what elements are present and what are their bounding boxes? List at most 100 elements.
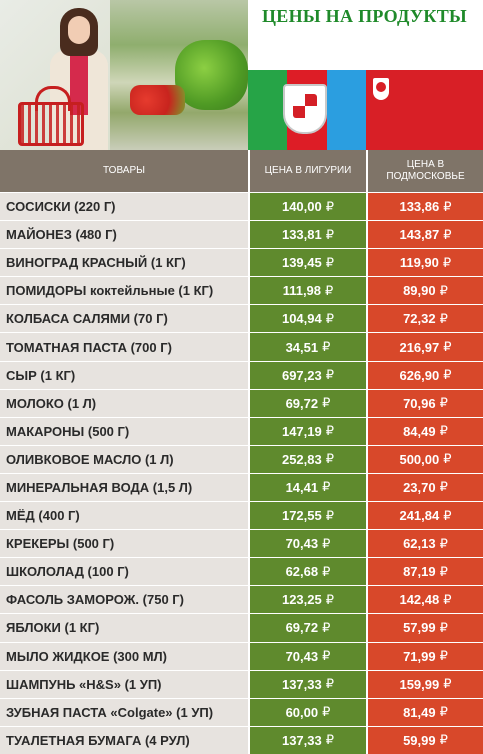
price-moscow-region: 84,49 xyxy=(403,423,436,439)
product-name: МАЙОНЕЗ (480 Г) xyxy=(0,221,248,249)
price-liguria-cell: 104,94 ₽ xyxy=(248,305,366,333)
table-row: КОЛБАСА САЛЯМИ (70 Г) 104,94 ₽72,32 ₽ xyxy=(0,304,483,333)
price-liguria: 70,43 xyxy=(285,648,319,664)
price-moscow-region-cell: 159,99 ₽ xyxy=(366,670,483,698)
price-liguria-cell: 147,19 ₽ xyxy=(248,417,366,445)
price-moscow-region-cell: 71,99 ₽ xyxy=(366,642,483,670)
table-row: МЁД (400 Г) 172,55 ₽241,84 ₽ xyxy=(0,501,483,530)
price-liguria-cell: 69,72 ₽ xyxy=(248,614,366,642)
product-name: МИНЕРАЛЬНАЯ ВОДА (1,5 Л) xyxy=(0,473,248,502)
table-row: ЗУБНАЯ ПАСТА «Colgate» (1 УП) 60,00 ₽81,49… xyxy=(0,697,483,726)
currency-sign: ₽ xyxy=(322,704,331,720)
price-liguria-cell: 60,00 ₽ xyxy=(248,698,366,726)
table-row: ОЛИВКОВОЕ МАСЛО (1 Л) 252,83 ₽500,00 ₽ xyxy=(0,444,483,473)
price-liguria: 60,00 xyxy=(285,704,319,720)
price-moscow-region: 216,97 xyxy=(399,339,440,355)
price-liguria: 252,83 xyxy=(281,451,322,467)
product-name: ШКОЛОЛАД (100 Г) xyxy=(0,558,248,586)
price-liguria: 69,72 xyxy=(285,620,319,636)
table-row: ПОМИДОРЫ коктейльные (1 КГ) 111,98 ₽89,90 ₽ xyxy=(0,276,483,305)
currency-sign: ₽ xyxy=(439,423,448,439)
product-name: КРЕКЕРЫ (500 Г) xyxy=(0,530,248,558)
product-name: МЫЛО ЖИДКОЕ (300 МЛ) xyxy=(0,642,248,670)
table-row: МОЛОКО (1 Л) 69,72 ₽70,96 ₽ xyxy=(0,388,483,417)
currency-sign: ₽ xyxy=(439,732,448,748)
price-moscow-region: 72,32 xyxy=(403,311,436,327)
price-moscow-region: 89,90 xyxy=(403,283,436,299)
price-moscow-region-cell: 216,97 ₽ xyxy=(366,333,483,361)
table-row: КРЕКЕРЫ (500 Г) 70,43 ₽62,13 ₽ xyxy=(0,529,483,558)
price-moscow-region: 59,99 xyxy=(403,732,436,748)
price-moscow-region-cell: 626,90 ₽ xyxy=(366,361,483,389)
currency-sign: ₽ xyxy=(439,704,448,720)
product-name: СОСИСКИ (220 Г) xyxy=(0,193,248,221)
price-liguria-cell: 62,68 ₽ xyxy=(248,558,366,586)
currency-sign: ₽ xyxy=(322,535,331,551)
price-moscow-region: 159,99 xyxy=(399,676,440,692)
table-row: ВИНОГРАД КРАСНЫЙ (1 КГ) 139,45 ₽119,90 ₽ xyxy=(0,248,483,277)
currency-sign: ₽ xyxy=(439,563,448,579)
product-name: МЁД (400 Г) xyxy=(0,502,248,530)
currency-sign: ₽ xyxy=(325,732,335,748)
price-liguria: 34,51 xyxy=(285,339,319,355)
price-moscow-region-cell: 72,32 ₽ xyxy=(366,305,483,333)
price-liguria-cell: 111,98 ₽ xyxy=(248,277,366,305)
currency-sign: ₽ xyxy=(322,563,331,579)
price-moscow-region-cell: 89,90 ₽ xyxy=(366,277,483,305)
price-liguria-cell: 123,25 ₽ xyxy=(248,586,366,614)
product-name: ЗУБНАЯ ПАСТА «Colgate» (1 УП) xyxy=(0,698,248,726)
price-moscow-region-cell: 84,49 ₽ xyxy=(366,417,483,445)
currency-sign: ₽ xyxy=(443,339,452,355)
table-header: ТОВАРЫ ЦЕНА В ЛИГУРИИ ЦЕНА В ПОДМОСКОВЬЕ xyxy=(0,150,483,192)
liguria-shield-icon xyxy=(283,84,328,134)
currency-sign: ₽ xyxy=(325,451,335,467)
page-title: ЦЕНЫ НА ПРОДУКТЫ xyxy=(262,6,468,26)
currency-sign: ₽ xyxy=(443,451,452,467)
product-name: ПОМИДОРЫ коктейльные (1 КГ) xyxy=(0,277,248,305)
price-moscow-region: 81,49 xyxy=(403,704,436,720)
table-row: МАЙОНЕЗ (480 Г) 133,81 ₽143,87 ₽ xyxy=(0,220,483,249)
currency-sign: ₽ xyxy=(325,591,335,607)
table-row: ЯБЛОКИ (1 КГ) 69,72 ₽57,99 ₽ xyxy=(0,613,483,642)
price-liguria-cell: 14,41 ₽ xyxy=(248,473,366,502)
price-liguria: 123,25 xyxy=(281,592,322,608)
product-name: ФАСОЛЬ ЗАМОРОЖ. (750 Г) xyxy=(0,586,248,614)
price-table: ТОВАРЫ ЦЕНА В ЛИГУРИИ ЦЕНА В ПОДМОСКОВЬЕ… xyxy=(0,150,483,754)
currency-sign: ₽ xyxy=(439,535,448,551)
price-liguria: 697,23 xyxy=(281,367,322,383)
price-moscow-region: 57,99 xyxy=(403,620,436,636)
price-moscow-region-cell: 81,49 ₽ xyxy=(366,698,483,726)
currency-sign: ₽ xyxy=(325,310,335,326)
table-row: МАКАРОНЫ (500 Г) 147,19 ₽84,49 ₽ xyxy=(0,416,483,445)
moscow-oblast-flag xyxy=(366,70,483,150)
currency-sign: ₽ xyxy=(322,339,331,355)
price-liguria-cell: 697,23 ₽ xyxy=(248,361,366,389)
currency-sign: ₽ xyxy=(325,282,334,298)
table-row: ТОМАТНАЯ ПАСТА (700 Г) 34,51 ₽216,97 ₽ xyxy=(0,332,483,361)
price-liguria-cell: 139,45 ₽ xyxy=(248,249,366,277)
product-name: КОЛБАСА САЛЯМИ (70 Г) xyxy=(0,305,248,333)
shopping-photo xyxy=(0,0,248,150)
currency-sign: ₽ xyxy=(443,226,452,242)
currency-sign: ₽ xyxy=(443,591,452,607)
currency-sign: ₽ xyxy=(325,507,335,523)
currency-sign: ₽ xyxy=(322,479,331,495)
moscow-oblast-emblem-icon xyxy=(373,78,389,100)
table-row: МЫЛО ЖИДКОЕ (300 МЛ) 70,43 ₽71,99 ₽ xyxy=(0,641,483,670)
currency-sign: ₽ xyxy=(325,254,335,270)
currency-sign: ₽ xyxy=(322,395,331,411)
table-row: ФАСОЛЬ ЗАМОРОЖ. (750 Г) 123,25 ₽142,48 ₽ xyxy=(0,585,483,614)
currency-sign: ₽ xyxy=(439,619,448,635)
price-liguria: 137,33 xyxy=(281,676,322,692)
table-row: ТУАЛЕТНАЯ БУМАГА (4 РУЛ) 137,33 ₽59,99 ₽ xyxy=(0,725,483,754)
table-row: СЫР (1 КГ) 697,23 ₽626,90 ₽ xyxy=(0,360,483,389)
price-liguria-cell: 252,83 ₽ xyxy=(248,445,366,473)
price-liguria: 69,72 xyxy=(285,395,319,411)
price-moscow-region-cell: 57,99 ₽ xyxy=(366,614,483,642)
currency-sign: ₽ xyxy=(322,619,331,635)
price-moscow-region-cell: 23,70 ₽ xyxy=(366,473,483,502)
product-name: ШАМПУНЬ «H&S» (1 УП) xyxy=(0,670,248,698)
header-moscow-region: ЦЕНА В ПОДМОСКОВЬЕ xyxy=(366,150,483,192)
table-row: МИНЕРАЛЬНАЯ ВОДА (1,5 Л) 14,41 ₽23,70 ₽ xyxy=(0,472,483,502)
